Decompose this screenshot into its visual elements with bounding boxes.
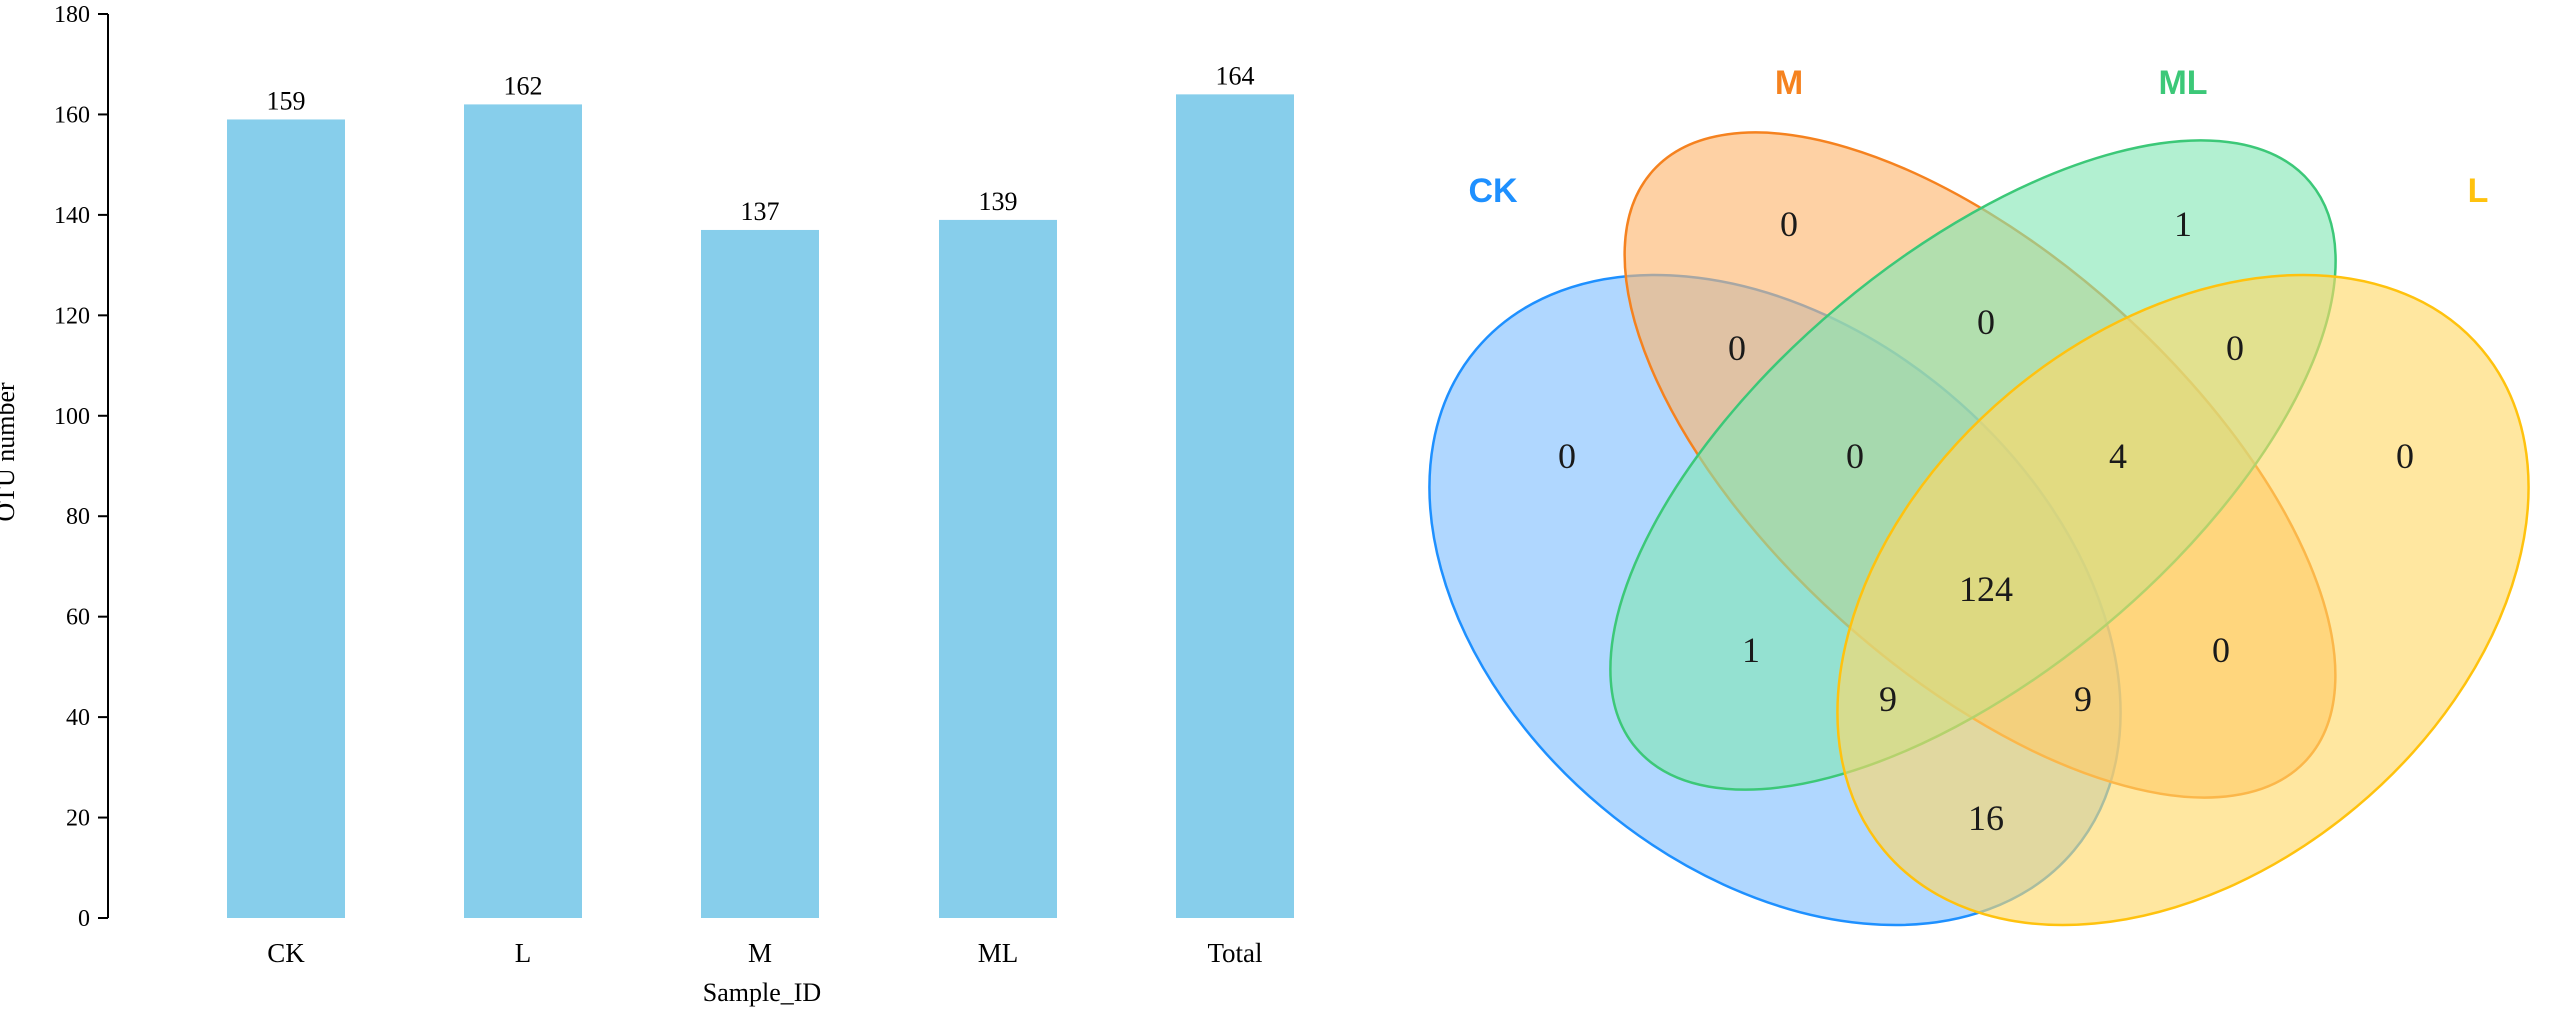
bar-data-labels: 159 162 137 139 164 [267,61,1255,226]
y-tick-label: 100 [54,404,90,430]
bar [227,119,345,918]
venn-diagram: CK M ML L 0 0 1 0 0 0 0 0 4 124 1 0 9 9 16 [1428,64,2530,927]
x-axis: CK L M ML Total [267,938,1262,968]
venn-set-label: CK [1468,172,1518,210]
bar [939,219,1057,918]
venn-region-count: 4 [2109,436,2127,476]
venn-region-count: 9 [1879,679,1897,719]
y-tick-label: 160 [54,102,90,128]
bar-data-label: 137 [741,197,780,226]
venn-set-label: L [2468,172,2489,210]
venn-region-count: 0 [1558,436,1576,476]
y-axis-title: OTU number [0,382,20,522]
bar-chart: 159 162 137 139 164 0 20 40 60 80 100 120 140 160 180… [0,2,1294,1007]
x-tick-label: Total [1207,938,1262,968]
venn-region-count: 0 [2212,630,2230,670]
venn-set-labels: CK M ML L [1468,64,2488,210]
y-tick-label: 80 [66,504,90,530]
venn-region-count: 0 [1780,204,1798,244]
y-tick-label: 140 [54,203,90,229]
y-tick-label: 120 [54,303,90,329]
venn-region-count: 16 [1968,798,2004,838]
venn-region-count: 0 [1977,302,1995,342]
y-tick-label: 20 [66,806,90,832]
y-tick-label: 40 [66,705,90,731]
venn-region-count: 0 [2396,436,2414,476]
y-tick-label: 180 [54,2,90,28]
venn-region-count: 124 [1959,569,2013,609]
venn-set-l-ellipse [1836,273,2530,927]
x-tick-label: ML [978,938,1019,968]
venn-region-count: 0 [2226,328,2244,368]
venn-set-label: M [1775,64,1803,102]
x-axis-title: Sample_ID [703,978,821,1007]
venn-region-count: 1 [1742,630,1760,670]
bar-data-label: 164 [1216,61,1255,90]
x-tick-label: L [515,938,532,968]
venn-region-count: 1 [2174,204,2192,244]
venn-region-count: 9 [2074,679,2092,719]
venn-region-count: 0 [1846,436,1864,476]
venn-ellipses [1428,131,2530,927]
bar [464,104,582,918]
y-tick-label: 0 [78,906,90,932]
venn-set-label: ML [2158,64,2207,102]
bar [701,229,819,918]
x-tick-label: CK [267,938,305,968]
venn-region-count: 0 [1728,328,1746,368]
x-tick-label: M [748,938,772,968]
bar-data-label: 139 [979,187,1018,216]
bar-data-label: 159 [267,86,306,115]
bars [227,94,1294,919]
y-axis: 0 20 40 60 80 100 120 140 160 180 [54,2,109,932]
y-tick-label: 60 [66,605,90,631]
bar-data-label: 162 [504,71,543,100]
venn-region-counts: 0 0 1 0 0 0 0 0 4 124 1 0 9 9 16 [1558,204,2414,838]
bar [1176,94,1294,919]
